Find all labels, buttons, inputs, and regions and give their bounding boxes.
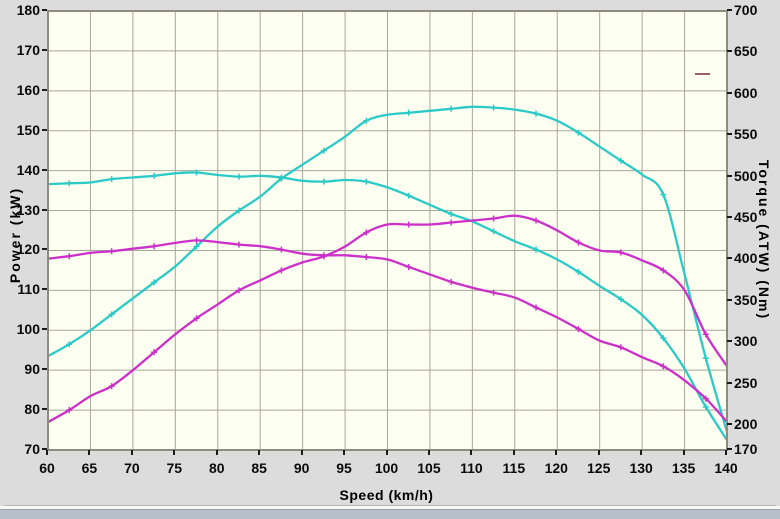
left-axis-tick-label: 100: [16, 321, 40, 338]
left-axis-tick-label: 160: [16, 81, 40, 98]
panel-highlight-line: [0, 506, 780, 509]
right-axis-tick-label: 350: [734, 291, 758, 308]
right-axis-title: Torque (ATW) (Nm): [756, 159, 772, 321]
left-axis-title: Power (kW): [7, 186, 23, 284]
legend-dash: [695, 73, 710, 75]
x-axis-tick-label: 85: [251, 460, 267, 476]
x-axis-tick-label: 100: [374, 460, 399, 476]
right-axis-tick: [727, 174, 732, 177]
x-axis-tick: [173, 450, 176, 455]
left-axis-tick-label: 130: [16, 201, 40, 218]
right-axis-tick-label: 650: [734, 43, 758, 60]
right-axis-tick: [727, 381, 732, 384]
x-axis-tick: [300, 450, 303, 455]
left-axis-tick: [42, 408, 47, 411]
x-axis-tick-label: 75: [166, 460, 183, 476]
x-axis-tick-label: 120: [544, 460, 568, 476]
x-axis-tick-label: 135: [671, 460, 696, 476]
x-axis-tick: [640, 450, 643, 455]
x-axis-tick-label: 80: [208, 460, 225, 476]
right-axis-tick: [727, 216, 732, 219]
x-axis-tick-label: 105: [417, 460, 441, 476]
plot-border: [48, 11, 727, 450]
x-axis-tick: [46, 450, 48, 455]
x-axis-tick-label: 110: [460, 460, 483, 476]
x-axis-tick: [512, 450, 515, 455]
x-axis-tick-label: 140: [714, 460, 738, 476]
x-axis-tick-label: 130: [629, 460, 653, 476]
right-axis-tick-label: 550: [734, 126, 758, 143]
x-axis-title: Speed (km/h): [339, 487, 434, 503]
x-axis-tick: [343, 450, 346, 455]
series-line-power-run-magenta: [48, 214, 727, 424]
x-axis-tick-label: 60: [39, 460, 55, 476]
left-axis-tick-label: 150: [16, 121, 40, 138]
x-axis-tick: [215, 450, 218, 455]
chart-plot-area: [47, 10, 728, 451]
left-axis-tick: [42, 288, 47, 291]
right-axis-tick-label: 600: [734, 84, 758, 101]
x-axis-tick: [725, 450, 727, 455]
left-axis-tick-label: 170: [16, 41, 40, 58]
x-axis-tick: [258, 450, 261, 455]
x-axis-tick-label: 70: [124, 460, 140, 476]
left-axis-tick-label: 180: [16, 2, 40, 18]
right-axis-tick: [727, 298, 732, 301]
right-axis-tick-label: 250: [734, 374, 758, 391]
x-axis-tick: [427, 450, 430, 455]
right-axis-tick: [727, 9, 732, 11]
left-axis-tick: [42, 248, 47, 251]
left-axis-tick-label: 70: [24, 441, 40, 457]
right-axis-tick: [727, 50, 732, 53]
right-axis-tick: [727, 91, 732, 94]
panel-divider-line: [4, 505, 776, 506]
x-axis-tick: [88, 450, 91, 455]
right-axis-tick: [727, 423, 732, 426]
x-axis-tick-label: 95: [336, 460, 352, 476]
right-axis-tick-label: 170: [734, 441, 758, 457]
x-axis-tick: [385, 450, 388, 455]
left-axis-tick: [42, 448, 47, 450]
x-axis-tick: [682, 450, 685, 455]
left-axis-tick: [42, 208, 47, 211]
chart-canvas: [48, 11, 727, 450]
bottom-panel-edge: [0, 509, 780, 519]
right-axis-tick-label: 450: [734, 209, 758, 226]
left-axis-tick: [42, 48, 47, 51]
right-axis-tick-label: 200: [734, 416, 758, 433]
x-axis-tick: [470, 450, 473, 455]
left-axis-tick-label: 90: [24, 361, 40, 378]
left-axis-tick: [42, 9, 47, 11]
x-axis-tick-label: 65: [81, 460, 98, 476]
left-axis-tick: [42, 368, 47, 371]
series-line-torque-run-cyan: [48, 171, 727, 442]
right-axis-tick: [727, 448, 732, 450]
right-axis-tick: [727, 133, 732, 136]
right-axis-tick-label: 700: [734, 2, 758, 18]
left-axis-tick-label: 140: [16, 161, 40, 178]
x-axis-tick: [597, 450, 600, 455]
right-axis-tick: [727, 257, 732, 260]
left-axis-tick-label: 80: [24, 401, 40, 418]
left-axis-tick: [42, 128, 47, 131]
series-line-torque-run-magenta: [48, 239, 727, 423]
left-axis-tick-label: 120: [16, 241, 40, 258]
left-axis-tick: [42, 328, 47, 331]
x-axis-tick: [555, 450, 558, 455]
right-axis-tick-label: 400: [734, 250, 758, 267]
right-axis-tick: [727, 340, 732, 343]
left-axis-tick-label: 110: [17, 281, 40, 298]
x-axis-tick-label: 90: [293, 460, 310, 476]
x-axis-tick-label: 115: [502, 460, 526, 476]
left-axis-tick: [42, 168, 47, 171]
left-axis-tick: [42, 88, 47, 91]
x-axis-tick-label: 125: [587, 460, 611, 476]
x-axis-tick: [130, 450, 133, 455]
right-axis-tick-label: 500: [734, 167, 758, 184]
right-axis-tick-label: 300: [734, 333, 758, 350]
